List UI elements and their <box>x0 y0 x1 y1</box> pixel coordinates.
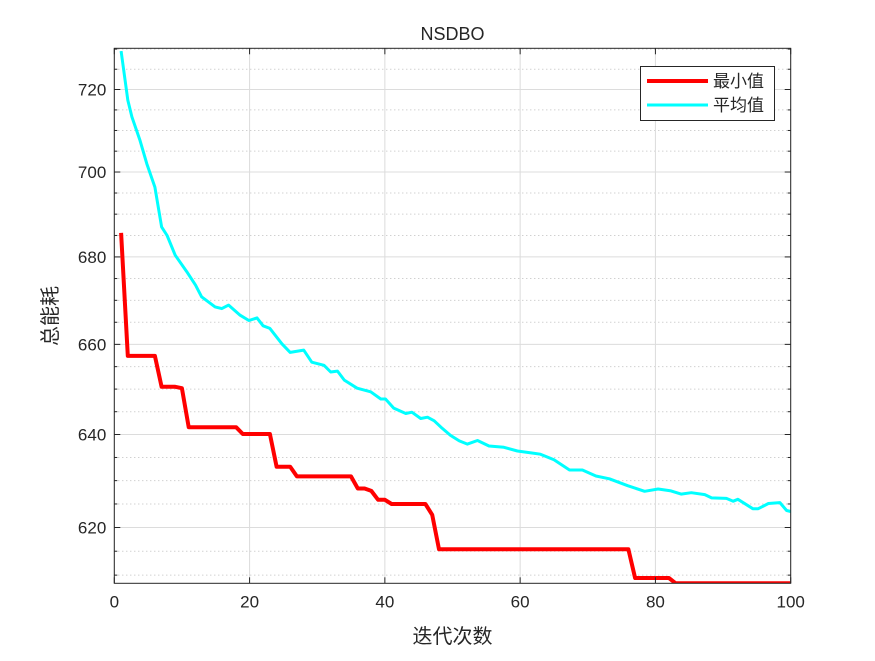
axes-box <box>113 47 792 584</box>
series-lines <box>119 50 791 584</box>
series-line-avg <box>119 50 791 513</box>
x-tick-label: 0 <box>110 592 119 611</box>
legend-label-avg: 平均值 <box>713 96 764 116</box>
x-tick-label: 80 <box>646 592 665 611</box>
legend: 最小值 平均值 <box>640 66 775 121</box>
legend-box <box>640 66 775 121</box>
x-tick-label: 100 <box>777 592 805 611</box>
x-axis-label: 迭代次数 <box>413 624 493 648</box>
x-tick-label: 40 <box>375 592 394 611</box>
tick-labels: 620 640 660 680 700 720 0 20 40 60 80 100 <box>78 81 805 612</box>
y-tick-label: 680 <box>78 248 106 267</box>
y-tick-label: 620 <box>78 518 106 537</box>
series-line-min <box>119 232 791 584</box>
chart-title: NSDBO <box>420 24 484 44</box>
x-tick-label: 20 <box>240 592 259 611</box>
x-tick-label: 60 <box>511 592 530 611</box>
y-tick-label: 660 <box>78 335 106 354</box>
y-tick-label: 640 <box>78 426 106 445</box>
plot-background <box>114 48 791 584</box>
legend-label-min: 最小值 <box>713 72 764 92</box>
y-axis-label: 总能耗 <box>38 286 62 346</box>
y-tick-label: 720 <box>78 81 106 100</box>
y-tick-label: 700 <box>78 163 106 182</box>
ticks <box>113 48 792 584</box>
